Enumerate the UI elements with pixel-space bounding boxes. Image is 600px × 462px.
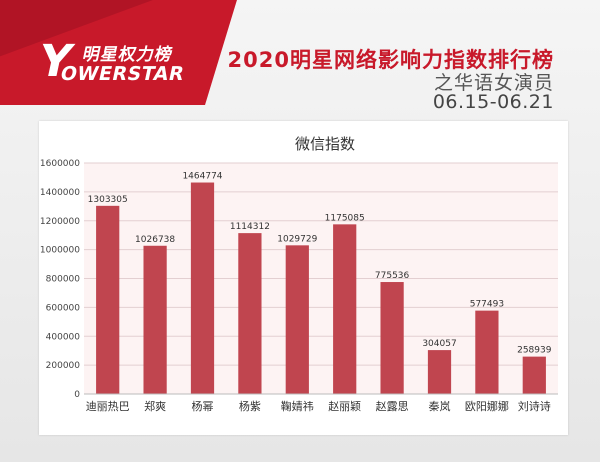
y-tick-label: 1200000: [40, 217, 80, 227]
bar-chart: 微信指数 0 200000 400000 600000 800000 1000000 1200…: [40, 135, 558, 413]
y-tick-label: 1600000: [40, 159, 80, 169]
x-tick-label: 欧阳娜娜: [465, 399, 509, 413]
logo-english-text: OWERSTAR: [58, 63, 187, 85]
ranking-title: 2020明星网络影响力指数排行榜: [227, 48, 554, 72]
x-tick-label: 杨幂: [192, 399, 214, 413]
data-label: 304057: [422, 339, 456, 349]
chart-title: 微信指数: [295, 135, 355, 153]
bar: [333, 224, 357, 394]
x-tick-label: 赵露思: [376, 399, 409, 413]
data-label: 1175085: [325, 213, 365, 223]
y-tick-label: 600000: [46, 303, 81, 313]
bar: [238, 233, 262, 394]
data-label: 1303305: [88, 195, 128, 205]
bar: [190, 182, 215, 394]
data-label: 577493: [470, 300, 504, 310]
y-tick-label: 0: [74, 390, 80, 400]
data-label: 1026738: [135, 235, 175, 245]
bar: [427, 350, 452, 394]
bar: [285, 245, 309, 394]
y-tick-label: 200000: [46, 361, 81, 371]
date-range: 06.15-06.21: [432, 91, 554, 113]
bar: [522, 356, 546, 394]
bar: [475, 310, 499, 394]
data-label: 258939: [517, 346, 552, 356]
data-label: 775536: [375, 271, 410, 281]
data-label: 1114312: [230, 222, 270, 232]
chart-card: 微信指数 0 200000 400000 600000 800000 1000000 1200…: [39, 121, 568, 435]
x-tick-label: 郑爽: [144, 399, 166, 413]
x-tick-label: 迪丽热巴: [86, 400, 130, 413]
ranking-subtitle: 之华语女演员: [433, 72, 554, 94]
x-tick-label: 杨紫: [239, 399, 261, 413]
y-tick-label: 400000: [46, 332, 81, 342]
x-tick-label: 鞠婧祎: [281, 399, 314, 413]
logo-chinese-text: 明星权力榜: [80, 45, 175, 65]
bar: [96, 205, 120, 394]
data-label: 1464774: [182, 172, 222, 182]
bar: [143, 245, 167, 394]
x-tick-label: 秦岚: [429, 399, 451, 413]
x-tick-label: 刘诗诗: [518, 399, 551, 413]
bar: [380, 282, 404, 394]
y-tick-label: 800000: [46, 275, 81, 285]
y-tick-label: 1400000: [40, 188, 80, 198]
y-tick-label: 1000000: [40, 246, 80, 256]
data-label: 1029729: [277, 234, 317, 244]
x-tick-label: 赵丽颖: [328, 399, 361, 413]
